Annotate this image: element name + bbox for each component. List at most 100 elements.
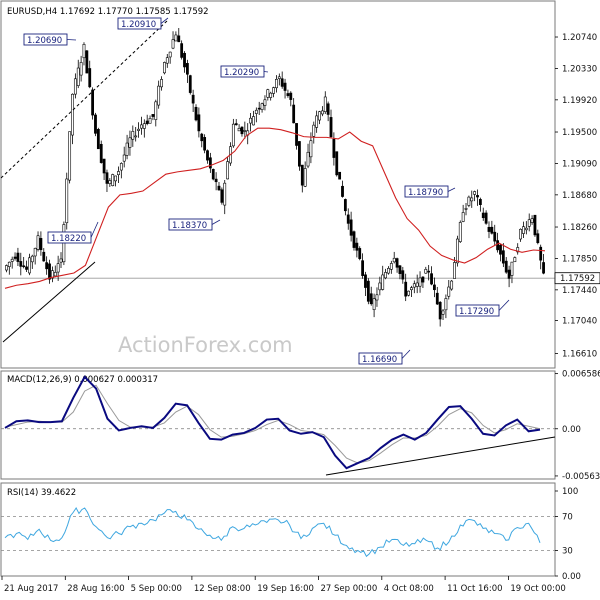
candle: [105, 169, 109, 193]
macd-y-axis: 0.006586 0.00 -0.005634: [555, 370, 600, 482]
candle: [361, 253, 365, 279]
candle: [404, 273, 408, 302]
price-annotation: 1.18370: [168, 218, 221, 231]
candle: [346, 208, 350, 230]
candle: [430, 266, 433, 286]
candle: [329, 109, 333, 138]
price-y-tick-label: 1.17440: [562, 286, 597, 296]
candle: [140, 116, 143, 135]
candle: [415, 274, 419, 294]
price-annotation: 1.18220: [47, 221, 99, 244]
candle: [295, 123, 298, 150]
candle: [320, 106, 324, 117]
candle: [464, 203, 468, 216]
candle: [510, 261, 514, 284]
price-annotation: 1.17290: [455, 299, 510, 317]
candle: [208, 152, 212, 173]
candle: [151, 114, 155, 121]
price-annotation-label: 1.17290: [459, 307, 494, 317]
candle: [10, 256, 14, 269]
price-y-tick-label: 1.19090: [562, 159, 597, 169]
candle: [88, 60, 92, 89]
candle: [30, 254, 34, 269]
candle: [217, 182, 221, 191]
price-annotation: 1.18790: [404, 185, 456, 198]
candle: [203, 134, 207, 154]
candle: [223, 179, 227, 215]
price-y-tick-label: 1.17850: [562, 254, 597, 264]
candle: [381, 265, 385, 291]
candle: [530, 215, 534, 225]
candle: [444, 294, 448, 319]
candle: [455, 235, 459, 267]
candle: [73, 73, 77, 99]
candle: [91, 87, 95, 120]
macd-y-tick-label: 0.00: [562, 425, 581, 435]
candle: [277, 73, 281, 86]
candle: [249, 112, 252, 132]
rsi-y-tick-label: 30: [562, 547, 573, 557]
price-annotation-label: 1.18790: [408, 188, 443, 198]
price-y-tick-label: 1.20330: [562, 64, 597, 74]
rsi-line: [4, 507, 541, 558]
price-y-tick-label: 1.18260: [562, 223, 597, 233]
candle: [174, 31, 178, 42]
candle: [134, 126, 138, 142]
price-annotation-label: 1.20690: [27, 36, 62, 46]
candles-group: [5, 28, 545, 327]
price-header: EURUSD,H4 1.17692 1.17770 1.17585 1.1759…: [7, 7, 209, 17]
candle: [94, 112, 97, 137]
candle: [323, 91, 327, 114]
macd-panel-frame: [0, 370, 556, 480]
candle: [160, 76, 163, 91]
candle: [372, 293, 376, 318]
candle: [28, 253, 31, 276]
candle: [53, 265, 57, 278]
candle: [401, 266, 405, 284]
candle: [315, 110, 319, 133]
candle: [22, 256, 26, 269]
candle: [533, 214, 537, 237]
candle: [191, 89, 195, 113]
candle: [355, 237, 359, 258]
candle: [378, 276, 382, 296]
candle: [338, 171, 342, 180]
candle: [335, 151, 339, 177]
candle: [318, 110, 321, 125]
x-tick-label: 19 Sep 16:00: [257, 584, 314, 594]
candle: [145, 114, 149, 126]
candle: [519, 228, 522, 242]
candle: [341, 180, 344, 198]
candle: [16, 247, 20, 267]
candle: [163, 61, 166, 75]
candle: [122, 146, 126, 168]
x-tick-label: 28 Aug 16:00: [67, 584, 124, 594]
candle: [50, 266, 54, 283]
current-price-label: 1.17592: [560, 274, 595, 284]
candle: [286, 89, 290, 98]
candle: [392, 251, 396, 264]
candle: [200, 132, 204, 148]
candle: [476, 189, 479, 206]
candle: [421, 276, 425, 288]
candle: [131, 125, 135, 147]
candle: [473, 190, 477, 202]
candle: [542, 254, 545, 275]
price-annotation-label: 1.18370: [172, 221, 207, 231]
candle: [458, 220, 462, 244]
macd-trendline: [325, 436, 556, 476]
x-tick-label: 21 Aug 2017: [4, 584, 58, 594]
candle: [13, 252, 17, 261]
candle: [71, 93, 74, 145]
candle: [283, 78, 287, 99]
candle: [306, 143, 310, 169]
rsi-panel-frame: [0, 482, 556, 577]
candle: [234, 119, 238, 126]
x-tick-label: 19 Oct 00:00: [510, 584, 565, 594]
candle: [507, 265, 511, 288]
candle: [79, 55, 83, 82]
candle: [148, 115, 152, 124]
candle: [326, 101, 330, 122]
price-y-tick-label: 1.18680: [562, 191, 597, 201]
